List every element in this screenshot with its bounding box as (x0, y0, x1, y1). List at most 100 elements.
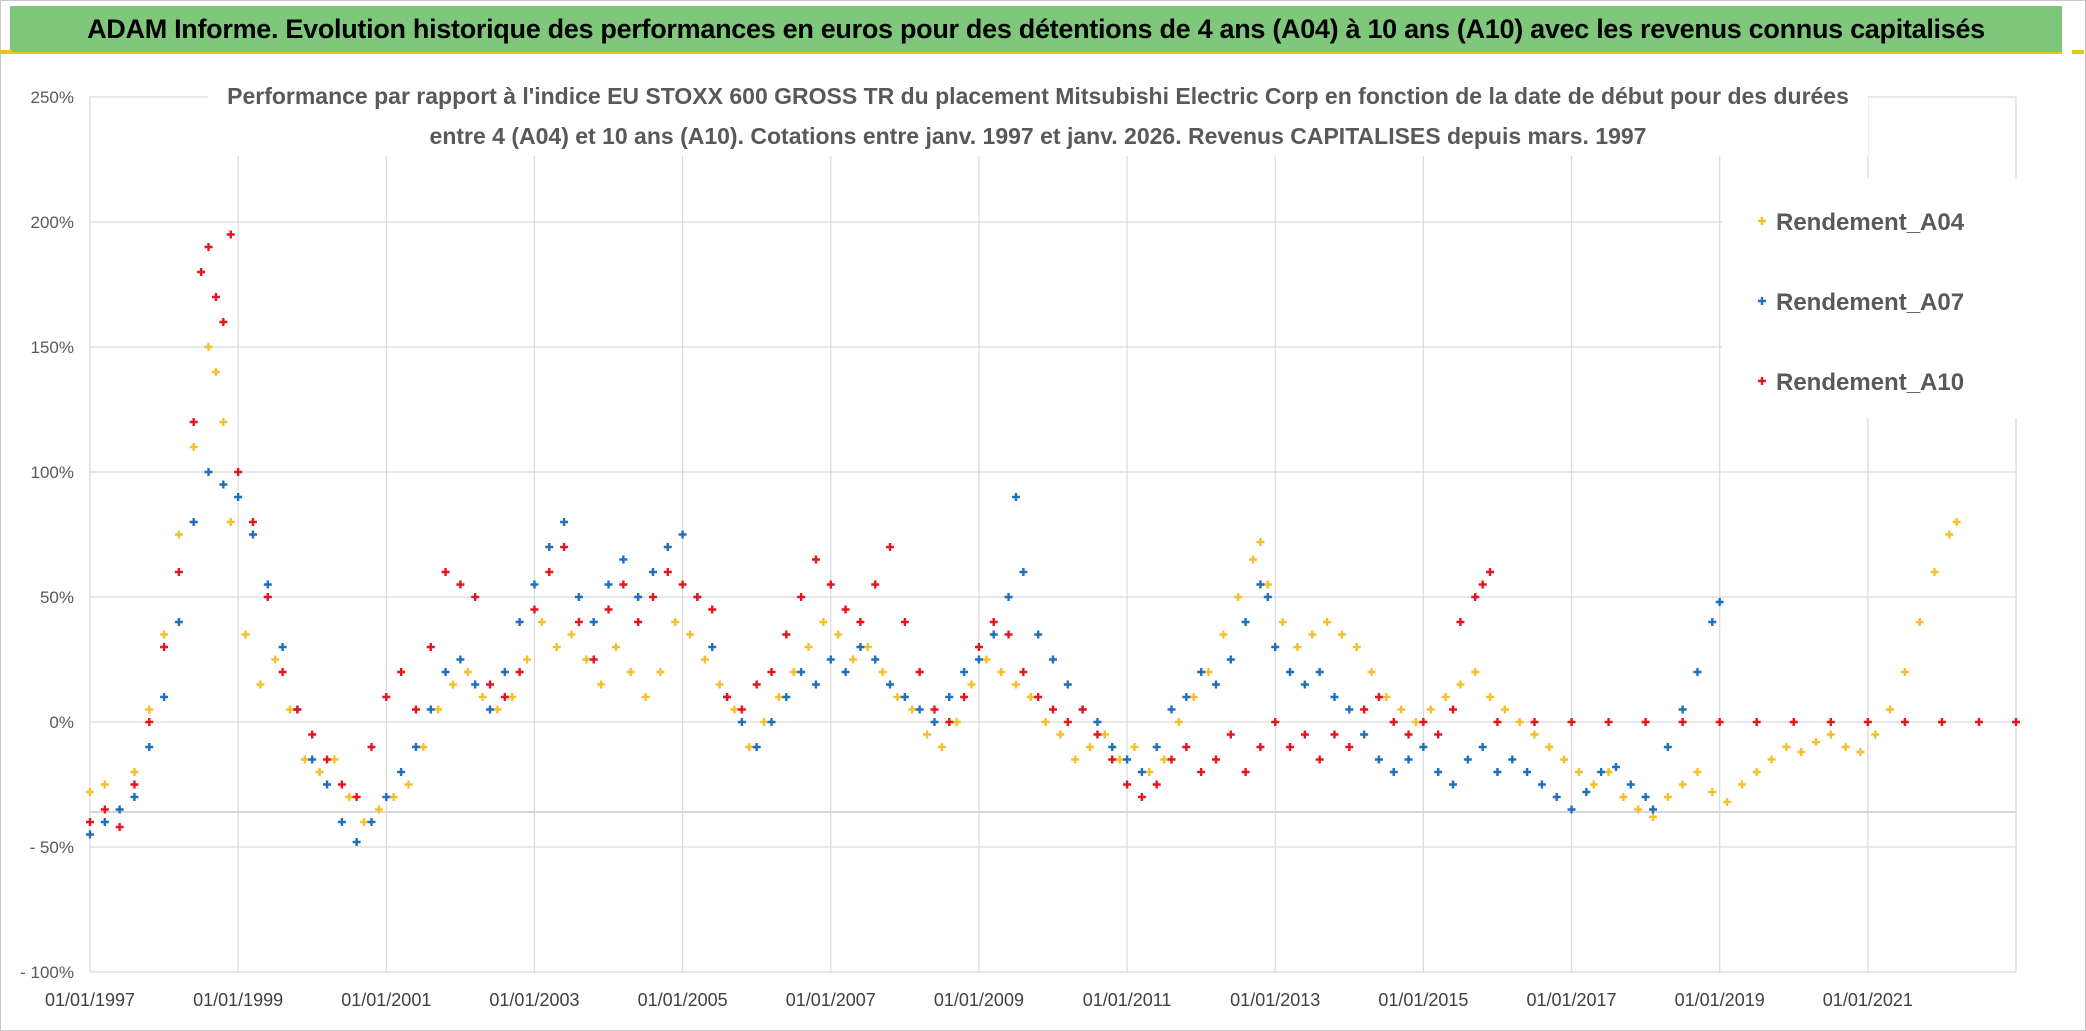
data-point (1263, 580, 1272, 589)
data-point (811, 555, 820, 564)
data-point (767, 668, 776, 676)
data-point (1315, 755, 1324, 764)
data-point (323, 780, 332, 789)
data-point (752, 680, 761, 689)
data-point (1352, 643, 1361, 651)
data-point (293, 705, 302, 714)
data-point (211, 368, 220, 376)
data-point (1604, 768, 1613, 776)
legend-marker (1758, 297, 1766, 305)
data-point (834, 630, 843, 639)
data-point (278, 668, 287, 676)
data-point (1115, 755, 1124, 764)
data-point (1471, 593, 1480, 601)
data-point (1145, 768, 1154, 776)
legend-marker (1758, 217, 1766, 225)
title-background (208, 82, 1868, 156)
data-point (1619, 793, 1628, 801)
data-point (1641, 793, 1650, 801)
y-tick-label: 250% (31, 88, 74, 107)
data-point (782, 693, 791, 701)
data-point (352, 838, 361, 846)
data-point (367, 743, 376, 751)
data-point (1678, 705, 1687, 714)
data-point (1582, 788, 1591, 796)
data-point (1389, 718, 1398, 726)
data-point (1597, 768, 1606, 776)
data-point (641, 693, 650, 701)
data-point (730, 705, 739, 714)
data-point (1782, 743, 1791, 751)
data-point (686, 630, 695, 639)
data-point (937, 743, 946, 751)
data-point (1900, 718, 1909, 726)
data-point (1049, 655, 1057, 664)
data-point (323, 755, 332, 764)
data-point (315, 768, 324, 776)
data-point (715, 680, 724, 689)
data-point (1360, 730, 1369, 739)
y-tick-label: 150% (31, 338, 74, 357)
data-point (1426, 705, 1435, 714)
data-point (1708, 788, 1717, 796)
data-point (1419, 743, 1428, 751)
data-point (841, 668, 850, 676)
data-point (1137, 793, 1146, 801)
data-point (1019, 568, 1028, 576)
data-point (1560, 755, 1569, 764)
data-point (782, 630, 791, 639)
data-point (1493, 768, 1502, 776)
data-point (1449, 705, 1458, 714)
x-axis: 01/01/1997 01/01/1999 01/01/2001 01/01/2003… (45, 990, 1913, 1010)
data-point (1871, 730, 1880, 739)
data-point (1271, 643, 1280, 651)
data-point (86, 818, 94, 826)
data-point (1152, 780, 1161, 789)
data-point (1078, 705, 1087, 714)
data-point (397, 668, 406, 676)
data-point (974, 655, 983, 664)
data-point (648, 593, 657, 601)
data-point (1515, 718, 1524, 726)
data-point (174, 568, 183, 576)
data-point (1234, 593, 1243, 601)
y-tick-label: - 50% (30, 838, 74, 857)
data-point (189, 443, 198, 451)
data-point (1404, 755, 1413, 764)
data-point (1930, 568, 1939, 576)
data-point (1226, 730, 1235, 739)
data-point (515, 618, 524, 626)
data-point (197, 268, 206, 276)
data-point (1500, 705, 1509, 714)
x-tick-label: 01/01/2011 (1083, 990, 1172, 1010)
data-point (1486, 693, 1495, 701)
data-point (634, 593, 643, 601)
data-point (1330, 693, 1339, 701)
data-point (441, 668, 450, 676)
data-point (1486, 568, 1495, 576)
x-tick-label: 01/01/2017 (1526, 990, 1616, 1010)
data-point (1567, 805, 1576, 814)
data-point (767, 718, 776, 726)
data-point (426, 705, 435, 714)
data-point (826, 580, 835, 589)
data-point (100, 818, 109, 826)
data-point (871, 655, 880, 664)
data-point (1715, 598, 1724, 606)
data-point (456, 655, 465, 664)
y-tick-label: 50% (40, 588, 74, 607)
data-point (1530, 718, 1539, 726)
data-point (626, 668, 635, 676)
data-point (130, 793, 139, 801)
data-point (1404, 730, 1413, 739)
data-point (1752, 768, 1761, 776)
data-point (545, 568, 554, 576)
x-tick-label: 01/01/2005 (638, 990, 728, 1010)
data-point (1174, 718, 1183, 726)
data-point (1797, 748, 1806, 756)
data-point (1108, 755, 1117, 764)
data-point (1300, 680, 1309, 689)
data-point (337, 818, 346, 826)
data-point (1974, 718, 1983, 726)
data-point (1241, 618, 1250, 626)
